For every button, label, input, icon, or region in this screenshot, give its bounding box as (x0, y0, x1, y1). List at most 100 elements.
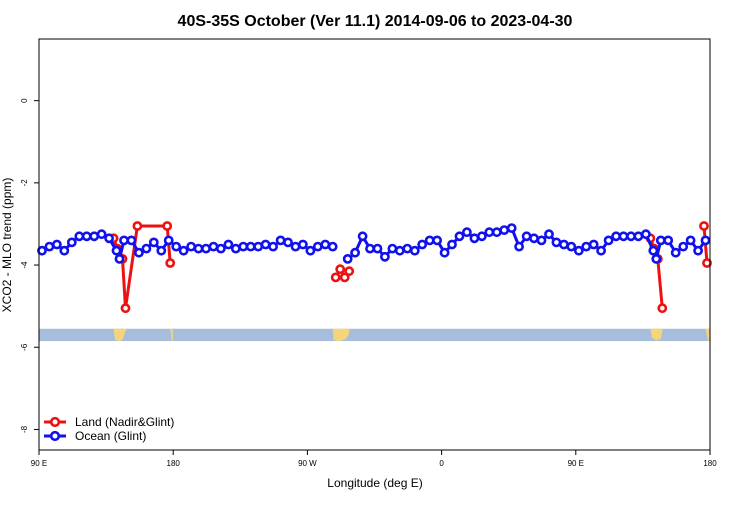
series-0-point-3-1 (702, 258, 712, 268)
series-1-point-1-4 (372, 243, 383, 254)
series-1-point-1-19 (484, 227, 495, 238)
ocean-band (39, 328, 710, 342)
series-1-point-0-2 (52, 239, 62, 250)
series-1-point-0-31 (260, 239, 271, 250)
series-1-point-1-26 (536, 235, 547, 246)
series-1-point-1-13 (439, 247, 450, 258)
series-1-point-1-45 (670, 247, 681, 258)
series-1-point-1-24 (521, 231, 532, 242)
x-tick-label-0: 90 E (31, 459, 47, 468)
series-1-point-0-17 (156, 245, 167, 256)
series-1-point-0-8 (96, 229, 107, 240)
series-1-point-1-2 (357, 231, 368, 242)
y-axis-label: XCO2 - MLO trend (ppm) (0, 178, 14, 313)
legend-label-1: Ocean (Glint) (75, 429, 146, 443)
series-1-point-1-48 (693, 245, 703, 256)
series-1-point-0-13 (126, 235, 137, 246)
series-0-point-1-1 (335, 264, 346, 275)
series-1-point-1-40 (641, 229, 651, 240)
series-0-point-0-5 (162, 221, 173, 231)
x-tick-label-4: 90 E (568, 459, 584, 468)
series-1-point-1-37 (618, 231, 629, 242)
x-axis-label: Longitude (deg E) (327, 476, 422, 490)
series-1-point-1-27 (544, 229, 554, 240)
series-1-point-1-22 (506, 223, 517, 233)
x-tick-label-5: 180 (703, 459, 717, 468)
series-1-point-1-30 (566, 241, 577, 252)
land-mass-3 (650, 328, 663, 341)
series-1-point-1-31 (573, 245, 584, 256)
series-1-point-1-12 (432, 235, 442, 246)
series-1-point-0-37 (305, 245, 316, 256)
series-1-point-1-28 (551, 237, 562, 248)
land-mass-0 (113, 328, 127, 342)
y-tick-label-0: 0 (20, 98, 29, 103)
series-1-point-0-32 (268, 241, 278, 252)
series-1-point-0-10 (111, 245, 122, 256)
series-0-point-0-6 (165, 258, 176, 268)
legend: Land (Nadir&Glint)Ocean (Glint) (44, 415, 174, 443)
series-0-point-3-0 (699, 221, 709, 231)
series-layer (37, 221, 712, 314)
series-1-point-1-17 (469, 233, 480, 244)
series-1 (37, 223, 711, 265)
series-1-point-1-33 (588, 239, 599, 250)
x-axis: 90 E 180 90 W 0 90 E 180 (31, 450, 717, 468)
land-ocean-strip (39, 328, 710, 342)
land-mass-1 (170, 328, 174, 342)
series-1-point-1-15 (454, 231, 465, 242)
legend-label-0: Land (Nadir&Glint) (75, 415, 174, 429)
series-1-point-1-3 (365, 243, 375, 254)
series-1-point-0-27 (230, 243, 241, 254)
series-0-point-2-3 (657, 303, 668, 314)
series-0-point-1-2 (339, 272, 350, 283)
series-1-point-0-4 (66, 237, 77, 248)
series-1-point-0-1 (44, 241, 55, 252)
series-1-point-0-34 (283, 237, 293, 248)
y-tick-label-3: -6 (20, 343, 29, 351)
series-1-point-0-38 (312, 241, 323, 252)
series-1-point-0-22 (193, 243, 204, 254)
series-1-point-1-16 (461, 227, 472, 238)
series-1-point-0-29 (245, 241, 256, 252)
series-1-point-0-11 (114, 253, 125, 264)
y-tick-label-1: -2 (20, 179, 29, 187)
series-1-point-0-9 (104, 233, 114, 244)
series-1-point-0-15 (141, 243, 152, 254)
series-1-point-1-18 (476, 231, 487, 242)
x-tick-label-3: 0 (439, 459, 444, 468)
series-1-point-0-33 (275, 235, 286, 246)
series-1-point-1-10 (417, 239, 428, 250)
series-1-point-1-21 (499, 225, 510, 235)
series-1-point-1-35 (603, 235, 614, 246)
y-tick-label-2: -4 (20, 261, 29, 269)
series-1-point-0-0 (37, 245, 47, 256)
series-1-point-1-25 (529, 233, 539, 244)
series-1-point-1-7 (394, 245, 405, 256)
series-1-point-1-46 (678, 241, 689, 252)
series-1-point-0-23 (201, 243, 211, 254)
series-1-point-1-32 (581, 241, 592, 252)
legend-marker-0 (49, 416, 61, 428)
series-1-point-0-40 (327, 241, 338, 252)
series-1-point-1-42 (651, 253, 662, 264)
series-1-point-0-6 (81, 231, 92, 242)
series-1-point-0-18 (163, 235, 174, 246)
series-0-point-1-3 (344, 266, 355, 277)
legend-marker-1 (49, 430, 61, 442)
series-1-point-0-21 (186, 241, 196, 252)
x-tick-label-1: 180 (167, 459, 181, 468)
series-1-point-1-14 (447, 239, 457, 250)
series-0-point-0-3 (120, 303, 131, 314)
series-1-point-1-1 (350, 247, 360, 258)
series-0-point-1-0 (330, 272, 341, 283)
series-1-point-1-23 (514, 241, 524, 252)
series-1-point-1-41 (648, 245, 659, 256)
y-tick-label-4: -8 (20, 425, 29, 433)
series-1-point-0-3 (59, 245, 70, 256)
series-1-point-1-47 (685, 235, 696, 246)
series-1-point-0-20 (178, 245, 189, 256)
series-1-point-0-26 (223, 239, 234, 250)
series-1-point-1-44 (663, 235, 674, 246)
